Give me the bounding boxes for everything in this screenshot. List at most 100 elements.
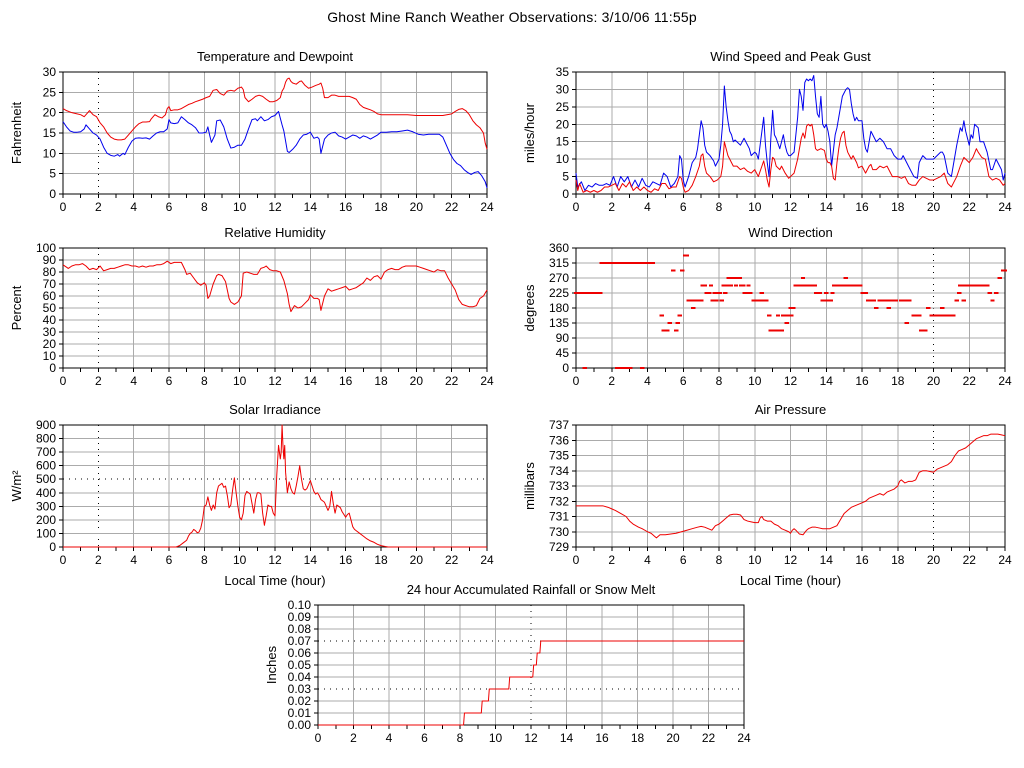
svg-text:22: 22	[963, 200, 977, 214]
svg-text:315: 315	[549, 256, 569, 270]
svg-text:20: 20	[927, 374, 941, 388]
svg-text:14: 14	[820, 374, 834, 388]
svg-text:2: 2	[608, 200, 615, 214]
svg-text:8: 8	[716, 374, 723, 388]
svg-text:24: 24	[998, 553, 1012, 567]
svg-text:0: 0	[573, 374, 580, 388]
svg-text:180: 180	[549, 301, 569, 315]
svg-text:22: 22	[445, 553, 459, 567]
svg-text:18: 18	[374, 200, 388, 214]
rainfall-snowmelt-plot: 0 2 4 6 8 10 12 14 16 18 20 22 240.000.010.020.030.0…	[264, 598, 751, 745]
svg-text:10: 10	[233, 553, 247, 567]
svg-text:10: 10	[489, 731, 503, 745]
svg-text:12: 12	[784, 553, 798, 567]
svg-text:6: 6	[421, 731, 428, 745]
svg-text:0.06: 0.06	[288, 646, 312, 660]
y-axis-label: W/m²	[9, 470, 24, 502]
chart-solar-irradiance: Solar Irradiance 0 2 4 6 8 10 12 14 16 18 20 22 24 0 1…	[8, 397, 501, 607]
svg-text:22: 22	[445, 200, 459, 214]
svg-text:225: 225	[549, 286, 569, 300]
air-pressure-plot: 0 2 4 6 8 10 12 14 16 18 20 22 247297307317327337347…	[522, 418, 1012, 567]
svg-text:4: 4	[644, 553, 651, 567]
svg-text:2: 2	[608, 374, 615, 388]
svg-text:20: 20	[43, 106, 57, 120]
svg-text:12: 12	[268, 553, 282, 567]
svg-text:500: 500	[36, 472, 56, 486]
svg-text:6: 6	[680, 200, 687, 214]
svg-text:22: 22	[963, 553, 977, 567]
chart-air-pressure: Air Pressure 0 2 4 6 8 10 12 14 16 18 20 22 24 729 730…	[521, 397, 1019, 607]
svg-text:0: 0	[562, 187, 569, 201]
svg-text:25: 25	[43, 85, 57, 99]
y-axis-label: miles/hour	[522, 102, 537, 163]
svg-text:4: 4	[130, 553, 137, 567]
svg-text:24: 24	[480, 200, 494, 214]
svg-text:0.02: 0.02	[288, 694, 312, 708]
svg-text:100: 100	[36, 241, 56, 255]
svg-text:800: 800	[36, 432, 56, 446]
svg-text:200: 200	[36, 513, 56, 527]
svg-text:70: 70	[43, 277, 57, 291]
svg-text:20: 20	[927, 200, 941, 214]
chart-relative-humidity: Relative Humidity 0 2 4 6 8 10 12 14 16 18 20 22 24 0…	[8, 220, 501, 418]
chart-title: Air Pressure	[754, 402, 827, 417]
svg-text:20: 20	[410, 374, 424, 388]
svg-text:22: 22	[963, 374, 977, 388]
y-axis-label: Percent	[9, 285, 24, 330]
svg-text:8: 8	[201, 200, 208, 214]
svg-text:0: 0	[315, 731, 322, 745]
svg-text:0: 0	[60, 374, 67, 388]
svg-text:0: 0	[562, 361, 569, 375]
svg-text:16: 16	[339, 200, 353, 214]
svg-text:729: 729	[549, 540, 569, 554]
svg-text:4: 4	[386, 731, 393, 745]
svg-text:12: 12	[784, 374, 798, 388]
wind-direction-plot: 0 2 4 6 8 10 12 14 16 18 20 22 240459013518022527031…	[522, 241, 1012, 388]
svg-text:22: 22	[702, 731, 716, 745]
svg-text:16: 16	[339, 374, 353, 388]
svg-text:22: 22	[445, 374, 459, 388]
svg-text:14: 14	[304, 374, 318, 388]
svg-text:10: 10	[233, 374, 247, 388]
svg-text:0.05: 0.05	[288, 658, 312, 672]
svg-text:4: 4	[644, 200, 651, 214]
svg-text:600: 600	[36, 459, 56, 473]
svg-text:20: 20	[410, 200, 424, 214]
chart-wind-speed-gust: Wind Speed and Peak Gust 0 2 4 6 8 10 12 14 16 18…	[521, 44, 1019, 244]
svg-text:6: 6	[166, 200, 173, 214]
relative-humidity-plot: 0 2 4 6 8 10 12 14 16 18 20 22 240102030405060708090…	[9, 241, 494, 388]
svg-text:5: 5	[49, 167, 56, 181]
svg-text:0: 0	[60, 553, 67, 567]
svg-text:0: 0	[573, 200, 580, 214]
svg-text:24: 24	[480, 553, 494, 567]
svg-text:8: 8	[716, 553, 723, 567]
svg-text:0.09: 0.09	[288, 610, 312, 624]
svg-text:10: 10	[748, 374, 762, 388]
svg-text:900: 900	[36, 418, 56, 432]
svg-text:12: 12	[268, 200, 282, 214]
svg-text:8: 8	[716, 200, 723, 214]
svg-text:18: 18	[891, 200, 905, 214]
svg-text:700: 700	[36, 445, 56, 459]
svg-text:10: 10	[556, 152, 570, 166]
y-axis-label: millibars	[522, 462, 537, 510]
svg-text:30: 30	[43, 325, 57, 339]
svg-text:270: 270	[549, 271, 569, 285]
svg-text:100: 100	[36, 526, 56, 540]
svg-text:0: 0	[49, 540, 56, 554]
svg-text:18: 18	[631, 731, 645, 745]
svg-text:300: 300	[36, 499, 56, 513]
svg-text:5: 5	[562, 170, 569, 184]
chart-wind-direction: Wind Direction 0 2 4 6 8 10 12 14 16 18 20 22 24 0 45 9…	[521, 220, 1019, 418]
svg-text:20: 20	[666, 731, 680, 745]
svg-text:2: 2	[95, 200, 102, 214]
svg-text:4: 4	[130, 374, 137, 388]
svg-text:4: 4	[644, 374, 651, 388]
svg-text:2: 2	[95, 374, 102, 388]
svg-text:8: 8	[201, 374, 208, 388]
svg-text:735: 735	[549, 449, 569, 463]
svg-text:20: 20	[556, 117, 570, 131]
svg-text:16: 16	[855, 553, 869, 567]
temperature-dewpoint-plot: 0 2 4 6 8 10 12 14 16 18 20 22 24051015202530Fahrenh…	[9, 65, 494, 214]
svg-text:30: 30	[556, 82, 570, 96]
